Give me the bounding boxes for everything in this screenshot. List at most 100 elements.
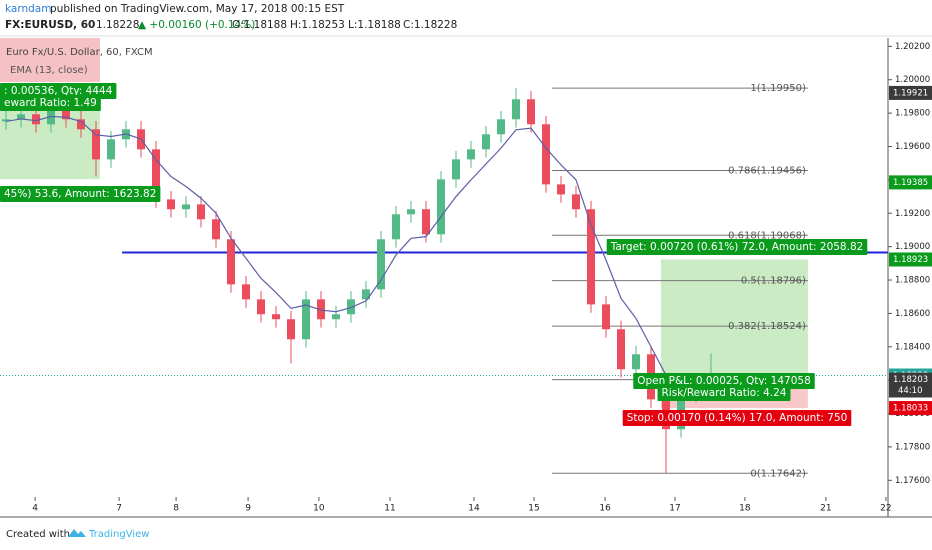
countdown-bg — [889, 383, 932, 398]
y-tick-label: 1.18600 — [895, 309, 930, 319]
candle-body — [212, 219, 220, 240]
y-tick-label: 1.17600 — [895, 476, 930, 486]
price-marker-bg — [889, 372, 932, 387]
candle-body — [92, 129, 100, 160]
brand-logo — [68, 529, 86, 537]
legend-indicator: EMA (13, close) — [10, 65, 88, 76]
x-tick-label: 16 — [599, 504, 611, 514]
close: C:1.18228 — [403, 19, 457, 31]
candle-body — [632, 354, 640, 370]
position-rr-label-bg — [657, 385, 791, 401]
plot: 1(1.19950) 0.786(1.19456) 0.618(1.19068) 0.… — [0, 83, 888, 479]
footer-created: Created with — [6, 529, 70, 540]
fib-label: 0.382(1.18524) — [728, 321, 806, 332]
price-marker: 1.19385 — [893, 178, 928, 188]
high: H:1.18253 — [290, 19, 345, 31]
candle-body — [392, 214, 400, 240]
candle-body — [437, 179, 445, 235]
candle-body — [407, 209, 415, 215]
author[interactable]: karndam — [5, 3, 51, 15]
countdown: 44:10 — [898, 386, 923, 396]
y-tick-label: 1.18800 — [895, 276, 930, 286]
position-pnl-label: : 0.00536, Qty: 4444 — [4, 85, 113, 97]
published: published on TradingView.com, May 17, 20… — [50, 3, 345, 15]
y-tick-label: 1.17800 — [895, 442, 930, 452]
x-tick-label: 22 — [880, 504, 891, 514]
candle-body — [182, 204, 190, 210]
x-tick-label: 17 — [669, 504, 680, 514]
candle-body — [197, 204, 205, 220]
profit-zone — [660, 259, 808, 380]
candle-body — [107, 139, 115, 160]
candle-body — [227, 239, 235, 285]
candle-body — [2, 119, 10, 122]
x-tick-label: 4 — [32, 504, 38, 514]
x-tick-label: 8 — [173, 504, 179, 514]
fib-label: 0.618(1.19068) — [728, 230, 806, 241]
symbol: FX:EURUSD, 60 — [5, 19, 95, 31]
y-tick-label: 1.19000 — [895, 242, 930, 252]
candle-body — [602, 304, 610, 330]
candle-body — [62, 109, 70, 120]
candle-body — [17, 114, 25, 120]
candle-body — [572, 194, 580, 210]
y-tick-label: 1.20200 — [895, 42, 930, 52]
fib-label: 1(1.19950) — [750, 83, 806, 94]
y-tick-label: 1.19600 — [895, 142, 930, 152]
price-marker: 1.19921 — [893, 88, 928, 98]
position-target-label-bg — [606, 239, 868, 255]
candle-body — [152, 149, 160, 200]
candle-body — [257, 299, 265, 315]
candle-body — [542, 124, 550, 185]
position-rr-label: Risk/Reward Ratio: 4.24 — [662, 387, 787, 399]
x-tick-label: 11 — [384, 504, 395, 514]
price-marker-bg — [889, 85, 932, 100]
candle-body — [302, 299, 310, 340]
position-stop-label: Stop: 0.00170 (0.14%) 17.0, Amount: 750 — [627, 412, 848, 424]
price-marker: 1.18033 — [893, 404, 928, 414]
x-tick-label: 7 — [116, 504, 122, 514]
change: ▲ +0.00160 (+0.14%) — [138, 19, 255, 31]
x-tick-label: 21 — [820, 504, 831, 514]
candle-body — [272, 314, 280, 320]
fib-label: 0.5(1.18796) — [741, 276, 806, 287]
x-tick-label: 10 — [313, 504, 325, 514]
candle-body — [287, 319, 295, 340]
candle-body — [362, 289, 370, 300]
open: O:1.18188 — [232, 19, 287, 31]
x-tick-label: 14 — [468, 504, 480, 514]
y-tick-label: 1.19800 — [895, 109, 930, 119]
fib-label: 0(1.17642) — [750, 468, 806, 479]
price-marker: 1.18203 — [893, 375, 928, 385]
candle-body — [527, 99, 535, 125]
legend-box — [0, 38, 100, 82]
candle-body — [32, 114, 40, 125]
price-marker-bg — [889, 252, 932, 267]
candle-body — [422, 209, 430, 235]
ema-line — [5, 115, 712, 384]
price-marker: 1.18923 — [893, 255, 928, 265]
candle-body — [467, 149, 475, 160]
candle-body — [587, 209, 595, 305]
price-marker-bg — [889, 401, 932, 416]
position-target-label: Target: 0.00720 (0.61%) 72.0, Amount: 20… — [610, 241, 864, 253]
candle-body — [452, 159, 460, 180]
position-target-label-bg — [0, 186, 161, 202]
candle-body — [332, 314, 340, 320]
position-rr-label-bg — [0, 95, 101, 111]
candle-body — [482, 134, 490, 150]
candle-body — [512, 99, 520, 120]
position-stop-label-bg — [622, 410, 852, 426]
candle-body — [77, 119, 85, 130]
footer-brand[interactable]: TradingView — [88, 529, 149, 540]
price: 1.18228 — [96, 19, 139, 31]
y-tick-label: 1.18400 — [895, 342, 930, 352]
low: L:1.18188 — [348, 19, 401, 31]
x-tick-label: 15 — [528, 504, 539, 514]
y-tick-label: 1.19200 — [895, 209, 930, 219]
candle-body — [497, 119, 505, 135]
legend-title: Euro Fx/U.S. Dollar, 60, FXCM — [6, 47, 153, 58]
x-tick-label: 18 — [739, 504, 751, 514]
position-target-label: 45%) 53.6, Amount: 1623.82 — [4, 188, 156, 200]
